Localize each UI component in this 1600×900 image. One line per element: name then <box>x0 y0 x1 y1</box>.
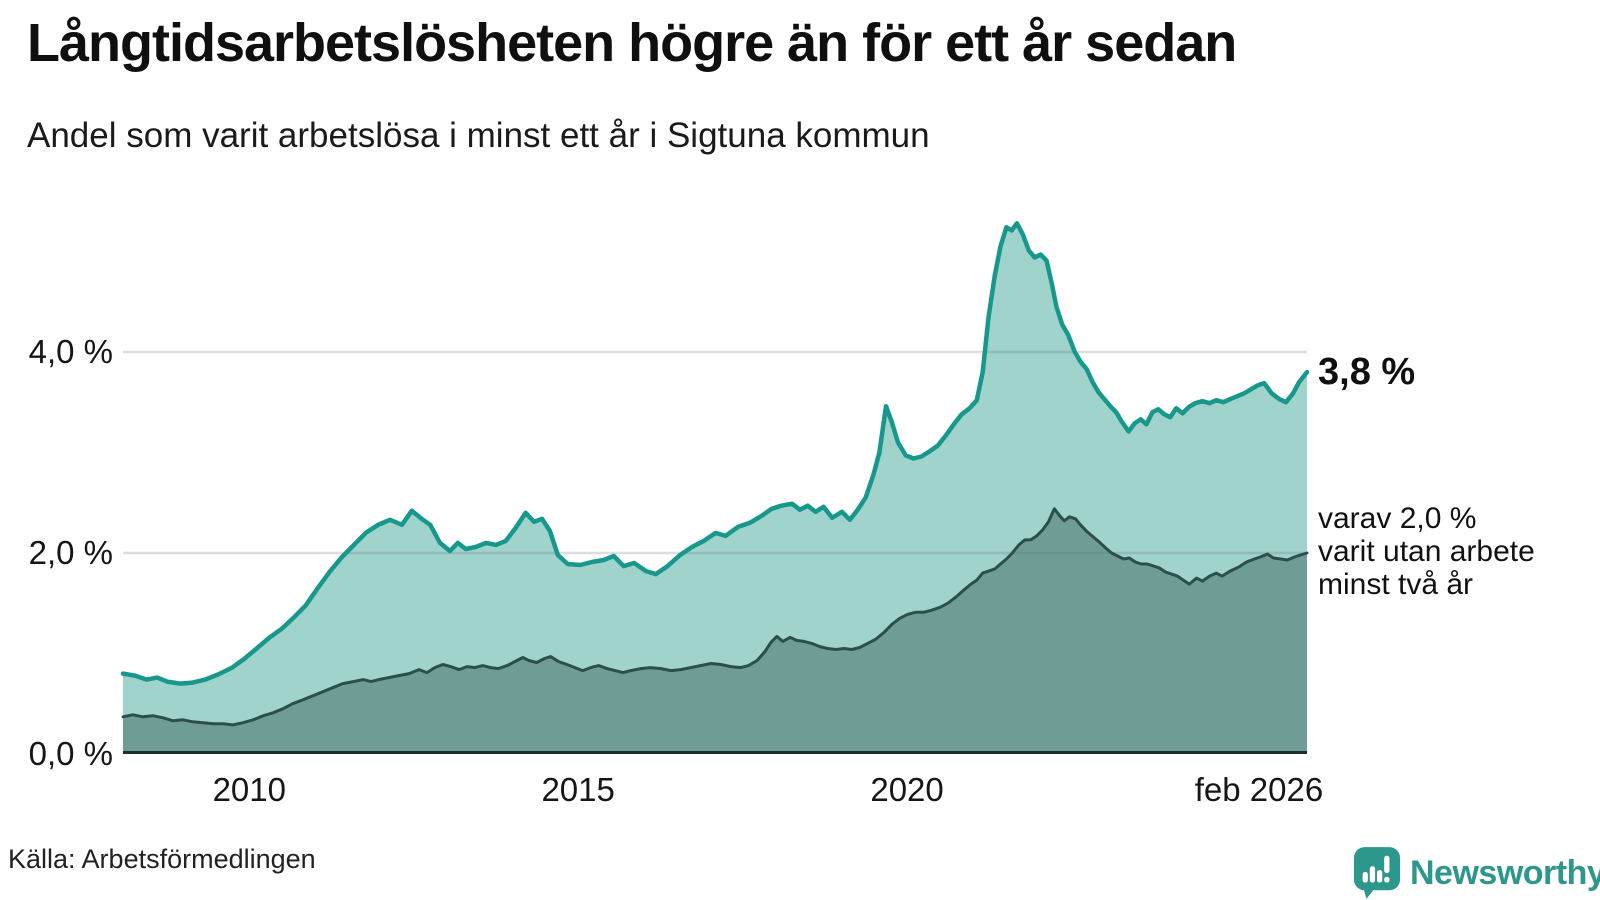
x-tick-label: 2010 <box>212 771 286 808</box>
x-axis: 2010 2015 2020 feb 2026 <box>123 768 1324 816</box>
series-line-0 <box>120 221 1310 686</box>
source-caption: Källa: Arbetsförmedlingen <box>8 844 316 874</box>
chart-subtitle: Andel som varit arbetslösa i minst ett å… <box>27 116 930 155</box>
brand-name: Newsworthy <box>1410 853 1600 892</box>
area-chart-plot <box>120 221 1310 755</box>
newsworthy-icon <box>1354 847 1400 899</box>
y-axis: 0,0 % 2,0 % 4,0 % <box>0 0 113 900</box>
series-secondary-end-note: varav 2,0 % varit utan arbete minst två år <box>1318 502 1598 601</box>
series-line-1 <box>121 507 1309 727</box>
y-tick-label: 0,0 % <box>28 735 113 772</box>
series-area-1 <box>123 508 1307 754</box>
end-note-line: varav 2,0 % <box>1318 501 1477 535</box>
brand-logo: Newsworthy <box>1354 846 1600 900</box>
end-note-line: minst två år <box>1318 567 1474 601</box>
x-tick-label: 2020 <box>870 771 944 808</box>
chart-title: Långtidsarbetslösheten högre än för ett … <box>27 13 1237 73</box>
x-tick-label: 2015 <box>541 771 615 808</box>
y-tick-label: 4,0 % <box>28 332 113 370</box>
series-total-end-label: 3,8 % <box>1318 351 1416 394</box>
end-note-line: varit utan arbete <box>1318 534 1535 568</box>
x-tick-label: feb 2026 <box>1194 771 1324 808</box>
y-tick-label: 2,0 % <box>28 533 113 571</box>
